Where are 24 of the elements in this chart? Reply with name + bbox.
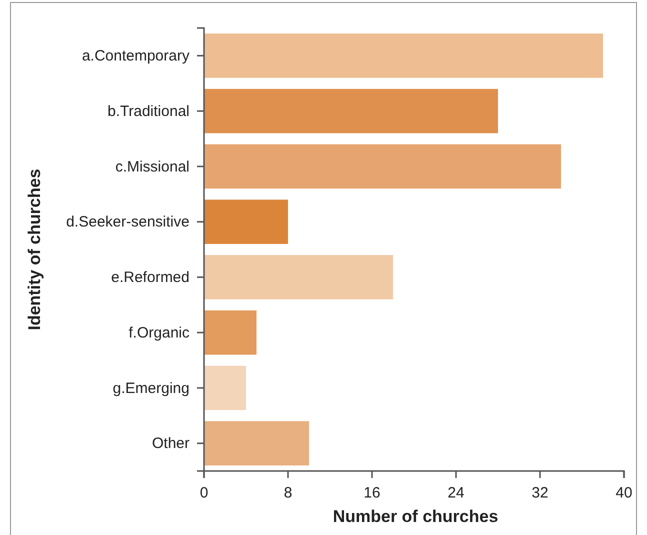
x-tick-label: 0: [200, 484, 208, 502]
x-tick-label: 16: [364, 484, 380, 502]
bar: [204, 310, 256, 355]
x-tick-label: 32: [532, 484, 548, 502]
y-tick-label: b.Traditional: [108, 102, 190, 120]
y-tick-label: e.Reformed: [111, 268, 190, 286]
bar: [204, 421, 309, 466]
x-tick-label: 24: [448, 484, 464, 502]
y-tick-label: f.Organic: [128, 324, 190, 342]
y-tick-label: d.Seeker-sensitive: [66, 214, 190, 231]
x-tick-label: 8: [284, 484, 292, 502]
x-tick-label: 40: [616, 484, 632, 502]
y-tick-label: a.Contemporary: [82, 47, 190, 64]
bar: [204, 88, 498, 134]
x-axis-title: Number of churches: [332, 507, 498, 526]
bar: [204, 34, 603, 78]
y-tick-label: Other: [152, 435, 190, 452]
bar: [204, 144, 561, 189]
y-tick-label: c.Missional: [115, 158, 190, 176]
y-axis-title: Identity of churches: [25, 168, 44, 330]
bar: [204, 366, 246, 410]
y-tick-label: g.Emerging: [112, 380, 190, 397]
bar: [204, 255, 393, 300]
bar: [204, 200, 288, 244]
